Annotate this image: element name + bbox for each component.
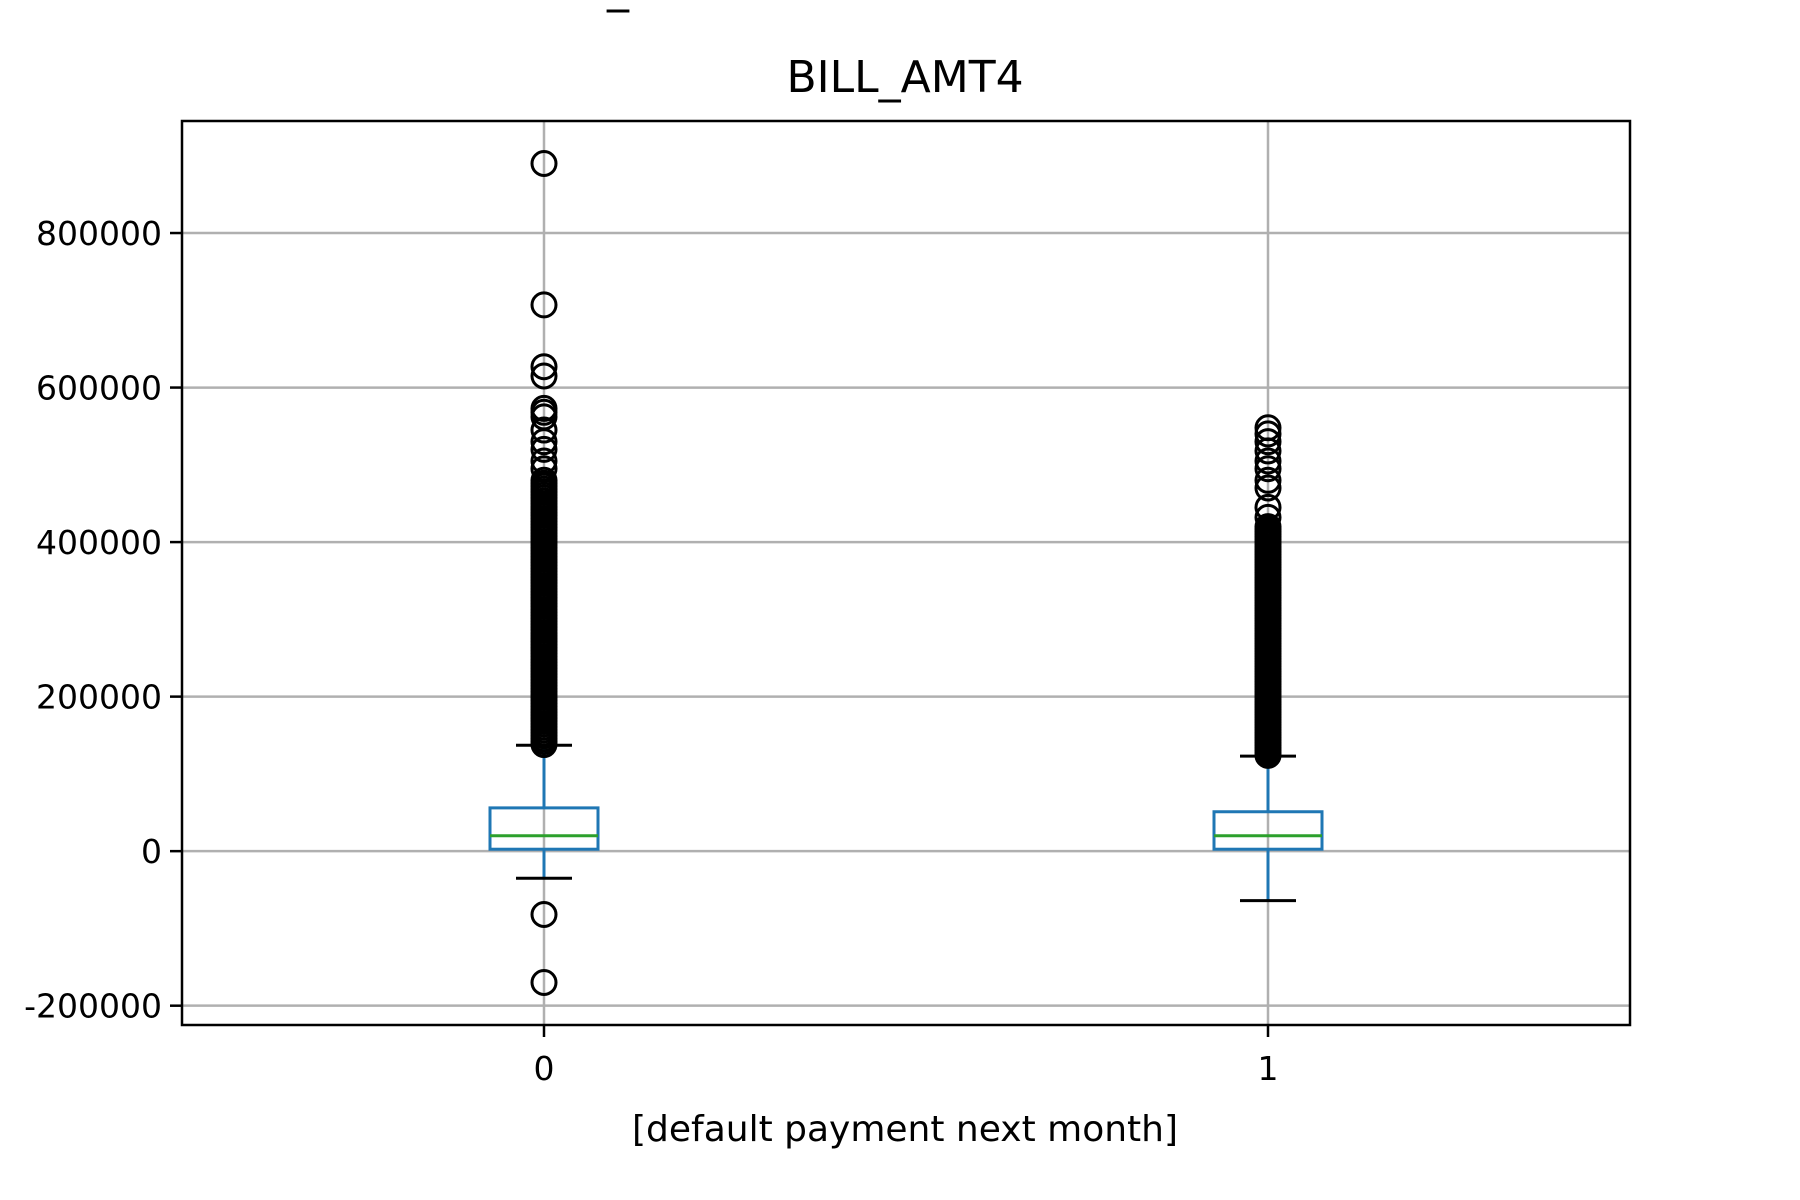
flier-point — [530, 435, 558, 463]
flier-band — [530, 466, 558, 759]
flier-point — [530, 149, 558, 177]
flier-point — [530, 291, 558, 319]
flier-point — [530, 362, 558, 390]
chart-title: BILL_AMT4 — [786, 52, 1023, 103]
flier-point — [530, 466, 558, 494]
flier-point — [530, 416, 558, 444]
y-tick-label: 600000 — [36, 369, 162, 408]
flier-point — [1254, 437, 1282, 465]
x-tick-label: 1 — [1258, 1049, 1279, 1088]
flier-point — [530, 901, 558, 929]
flier-point — [1254, 493, 1282, 521]
suptitle-fragment: _ — [606, 0, 630, 13]
iqr-box — [1212, 810, 1324, 851]
grid-lines — [182, 121, 1630, 1025]
y-tick-label: 400000 — [36, 523, 162, 562]
flier-point — [530, 455, 558, 483]
flier-point — [1254, 466, 1282, 494]
flier-point — [1254, 513, 1282, 541]
iqr-box — [488, 806, 600, 851]
flier-point — [1254, 428, 1282, 456]
box-series — [488, 149, 1324, 997]
flier-point — [530, 428, 558, 456]
y-tick-label: 0 — [141, 832, 162, 871]
flier-point — [1254, 455, 1282, 483]
flier-point — [1254, 447, 1282, 475]
plot-frame — [180, 119, 1632, 1027]
flier-band — [1254, 513, 1282, 769]
flier-point — [530, 353, 558, 381]
flier-point — [1254, 474, 1282, 502]
y-axis: -200000 0 200000 400000 600000 800000 — [24, 214, 182, 1026]
flier-point — [1254, 420, 1282, 448]
flier-point — [530, 969, 558, 997]
box-group-1 — [1212, 414, 1324, 903]
y-tick-label: 200000 — [36, 678, 162, 717]
y-tick-label: -200000 — [24, 987, 162, 1026]
flier-point — [530, 447, 558, 475]
y-tick-label: 800000 — [36, 214, 162, 253]
x-tick-label: 0 — [534, 1049, 555, 1088]
x-axis-label: [default payment next month] — [632, 1109, 1178, 1150]
box-group-0 — [488, 149, 600, 997]
flier-point — [1254, 503, 1282, 531]
